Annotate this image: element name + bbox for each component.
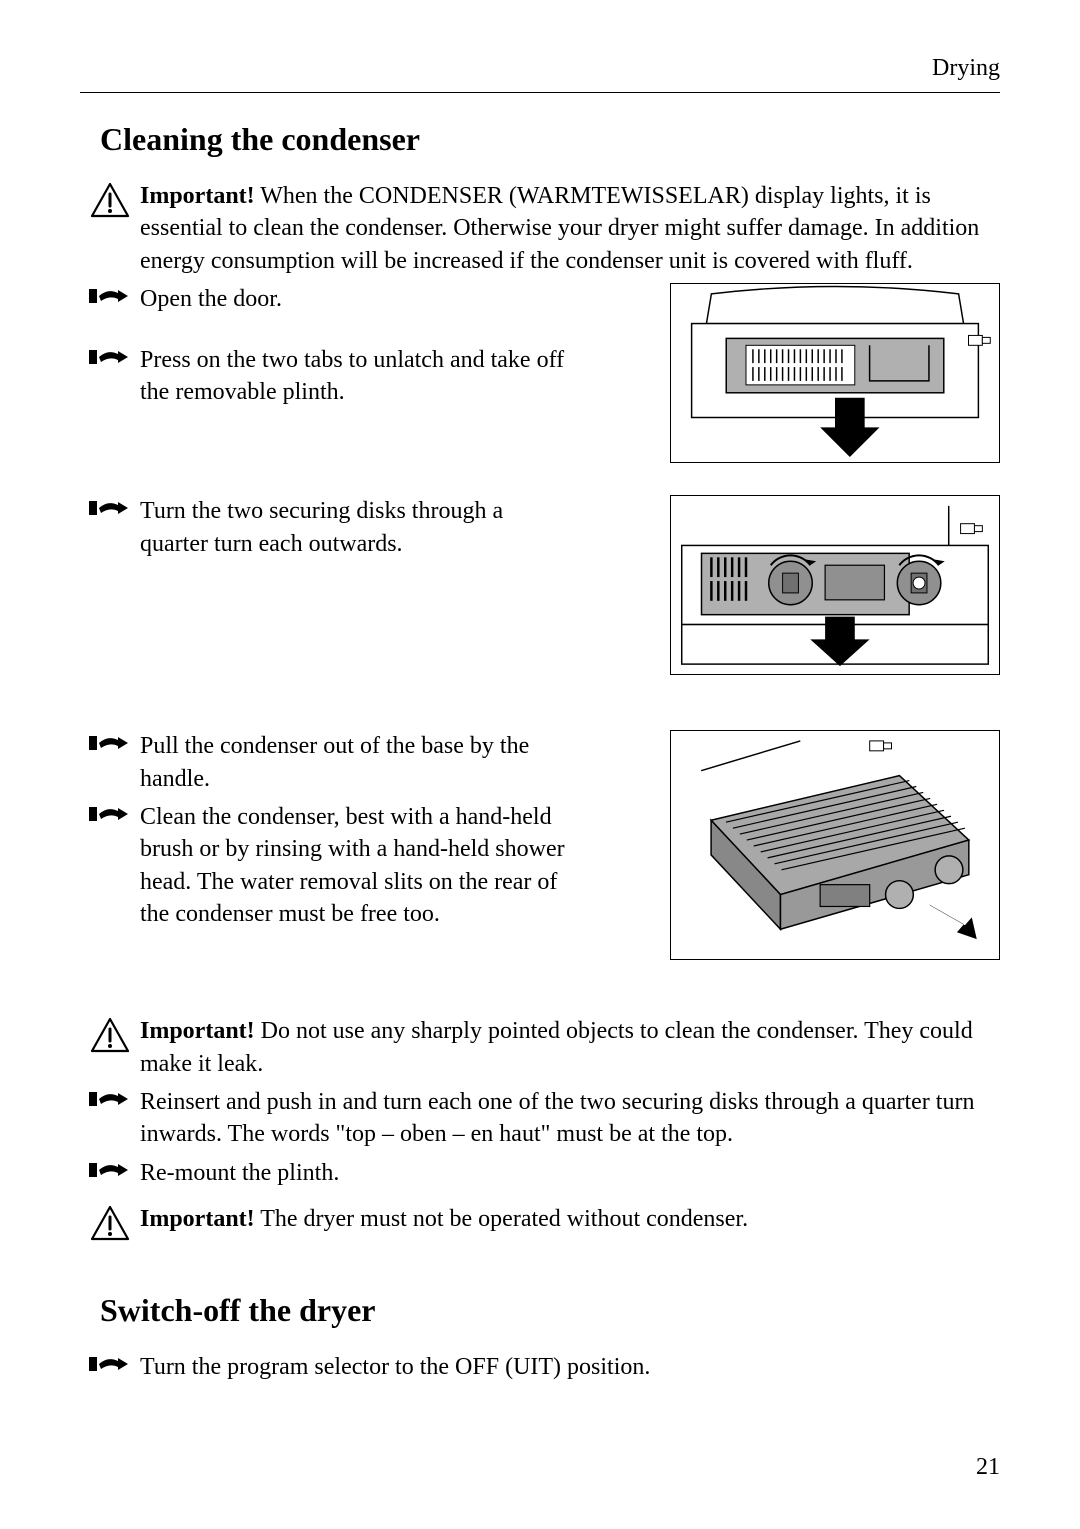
step-5-text: Clean the condenser, best with a hand-he… <box>140 801 570 931</box>
step-4-text: Pull the condenser out of the base by th… <box>140 730 570 795</box>
warning-icon <box>80 1015 140 1053</box>
step-row-2: Press on the two tabs to unlatch and tak… <box>80 344 570 409</box>
important-body: The dryer must not be operated without c… <box>255 1206 748 1232</box>
illustration-securing-disks <box>670 495 1000 675</box>
step-row-6: Reinsert and push in and turn each one o… <box>80 1086 1000 1151</box>
important-label: Important! <box>140 1206 255 1232</box>
step-3-block: Turn the two securing disks through a qu… <box>80 495 1000 675</box>
action-icon <box>80 344 140 370</box>
heading-switch-off: Switch-off the dryer <box>100 1292 1000 1329</box>
action-icon <box>80 495 140 521</box>
step-row-5: Clean the condenser, best with a hand-he… <box>80 801 570 931</box>
page-number: 21 <box>976 1454 1000 1481</box>
warning-icon <box>80 180 140 218</box>
action-icon <box>80 1157 140 1183</box>
important-text-2: Important! Do not use any sharply pointe… <box>140 1015 1000 1080</box>
important-text-3: Important! The dryer must not be operate… <box>140 1203 1000 1235</box>
heading-cleaning-condenser: Cleaning the condenser <box>100 121 1000 158</box>
important-label: Important! <box>140 183 255 209</box>
action-icon <box>80 801 140 827</box>
important-label: Important! <box>140 1018 255 1044</box>
step-row-4: Pull the condenser out of the base by th… <box>80 730 570 795</box>
step-6-text: Reinsert and push in and turn each one o… <box>140 1086 1000 1151</box>
step-row-1: Open the door. <box>80 283 570 315</box>
warning-icon <box>80 1203 140 1241</box>
step-7-text: Re-mount the plinth. <box>140 1157 1000 1189</box>
steps-1-2-block: Open the door. Press on the two tabs to … <box>80 283 1000 463</box>
illustration-condenser-pull <box>670 730 1000 960</box>
important-block-2: Important! Do not use any sharply pointe… <box>80 1015 1000 1080</box>
important-body: When the CONDENSER (WARMTEWISSELAR) disp… <box>140 183 979 274</box>
step-row-3: Turn the two securing disks through a qu… <box>80 495 570 560</box>
illustration-2-col <box>570 495 1000 675</box>
action-icon <box>80 730 140 756</box>
illustration-1-col <box>570 283 1000 463</box>
illustration-3-col <box>570 730 1000 960</box>
important-block-3: Important! The dryer must not be operate… <box>80 1203 1000 1241</box>
step-row-7: Re-mount the plinth. <box>80 1157 1000 1189</box>
step-row-8: Turn the program selector to the OFF (UI… <box>80 1351 1000 1383</box>
steps-4-5-block: Pull the condenser out of the base by th… <box>80 730 1000 960</box>
step-8-text: Turn the program selector to the OFF (UI… <box>140 1351 1000 1383</box>
page: Drying Cleaning the condenser Important!… <box>0 0 1080 1529</box>
action-icon <box>80 1086 140 1112</box>
important-body: Do not use any sharply pointed objects t… <box>140 1018 973 1076</box>
section-label: Drying <box>932 55 1000 81</box>
illustration-plinth <box>670 283 1000 463</box>
step-1-text: Open the door. <box>140 283 570 315</box>
page-header: Drying <box>80 55 1000 93</box>
step-3-text: Turn the two securing disks through a qu… <box>140 495 570 560</box>
action-icon <box>80 283 140 309</box>
step-2-text: Press on the two tabs to unlatch and tak… <box>140 344 570 409</box>
important-block-1: Important! When the CONDENSER (WARMTEWIS… <box>80 180 1000 277</box>
action-icon <box>80 1351 140 1377</box>
important-text-1: Important! When the CONDENSER (WARMTEWIS… <box>140 180 1000 277</box>
